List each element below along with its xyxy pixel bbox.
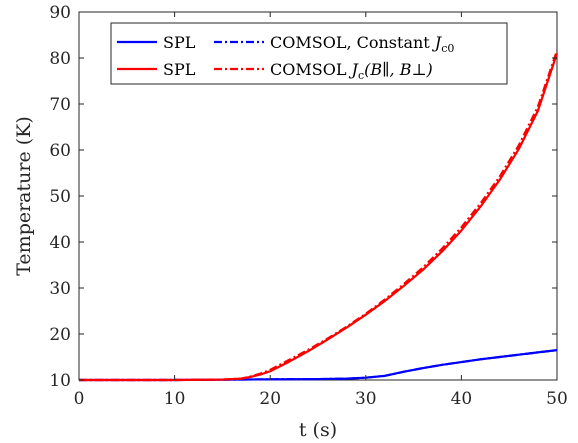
x-tick-label-1: 10	[164, 389, 186, 409]
series-line-3	[79, 50, 559, 382]
legend: SPL COMSOL, Constant Jc0 SPL COMSOL Jc(B…	[110, 22, 508, 85]
y-tick-label-2: 30	[49, 279, 71, 299]
series-layer	[79, 50, 559, 382]
legend-label-red-comsol-sub: c	[358, 69, 364, 82]
y-tick-label-4: 50	[49, 187, 71, 207]
y-tick-label-6: 70	[49, 95, 71, 115]
y-tick-label-1: 20	[49, 325, 71, 345]
legend-box	[110, 22, 508, 85]
y-axis-label: Temperature (K)	[13, 116, 35, 276]
x-tick-label-0: 0	[74, 389, 85, 409]
legend-label-blue-comsol: COMSOL, Constant Jc0	[270, 33, 454, 55]
y-tick-label-0: 10	[49, 371, 71, 391]
legend-label-blue-comsol-sub: c0	[441, 42, 454, 55]
x-tick-label-5: 50	[546, 389, 568, 409]
legend-label-red-comsol-main: COMSOL	[270, 60, 352, 79]
y-tick-label-5: 60	[49, 141, 71, 161]
y-tick-label-7: 80	[49, 49, 71, 69]
y-tick-label-8: 90	[49, 3, 71, 23]
legend-label-red-comsol-args: (B∥, B⊥)	[364, 60, 433, 79]
x-tick-label-3: 30	[355, 389, 377, 409]
legend-label-blue-spl: SPL	[163, 33, 196, 52]
x-axis-label: t (s)	[299, 419, 337, 441]
x-tick-label-4: 40	[451, 389, 473, 409]
legend-label-red-comsol: COMSOL Jc(B∥, B⊥)	[270, 60, 433, 82]
legend-label-blue-comsol-j: J	[432, 33, 443, 52]
legend-label-red-spl: SPL	[163, 60, 196, 79]
series-line-1	[79, 349, 558, 382]
legend-label-blue-comsol-main: COMSOL, Constant	[270, 33, 435, 52]
x-tick-label-2: 20	[259, 389, 281, 409]
legend-label-red-comsol-j: J	[349, 60, 360, 79]
y-tick-label-3: 40	[49, 233, 71, 253]
